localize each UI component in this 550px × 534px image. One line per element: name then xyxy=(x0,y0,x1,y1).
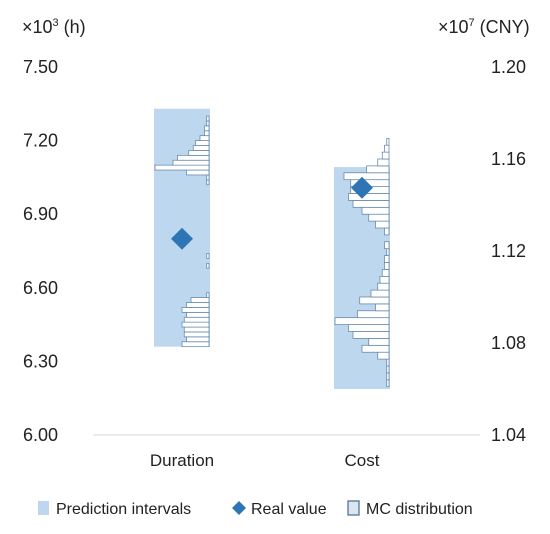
mc-histogram-bar xyxy=(377,282,390,291)
mc-histogram-bar xyxy=(381,151,390,160)
mc-histogram-bar xyxy=(352,200,390,208)
mc-histogram-bar xyxy=(199,135,210,141)
legend-label: Prediction intervals xyxy=(56,501,191,518)
right-axis-ticks: 1.04 1.08 1.12 1.16 1.20 xyxy=(491,57,526,445)
right-tick-label: 1.16 xyxy=(491,149,526,169)
left-tick-label: 6.60 xyxy=(23,278,58,298)
legend-swatch-interval xyxy=(38,501,49,515)
mc-histogram-bar xyxy=(206,292,210,298)
category-labels: Duration Cost xyxy=(150,451,380,470)
right-tick-label: 1.20 xyxy=(491,57,526,77)
legend-label: MC distribution xyxy=(366,501,473,518)
mc-histogram-bar xyxy=(172,159,210,166)
left-tick-label: 7.50 xyxy=(23,57,58,77)
mc-histogram-bar xyxy=(361,206,390,215)
mc-histogram-bar xyxy=(386,379,390,388)
mc-histogram-bar xyxy=(204,125,210,132)
mc-histogram-bar xyxy=(181,321,210,328)
mc-histogram-bar xyxy=(384,262,390,270)
series-cost xyxy=(334,137,390,389)
mc-histogram-bar xyxy=(183,331,210,338)
legend-swatch-diamond xyxy=(232,501,246,515)
mc-histogram-bar xyxy=(192,145,210,151)
mc-histogram-bar xyxy=(206,120,210,127)
left-tick-label: 7.20 xyxy=(23,131,58,151)
right-tick-label: 1.12 xyxy=(491,241,526,261)
mc-histogram-bar xyxy=(384,227,390,236)
mc-histogram-bar xyxy=(206,262,210,269)
mc-histogram-bar xyxy=(186,302,210,308)
left-tick-label: 6.00 xyxy=(23,425,58,445)
mc-histogram xyxy=(154,115,210,348)
mc-histogram-bar xyxy=(206,253,210,259)
mc-histogram-bar xyxy=(154,164,210,171)
mc-histogram-bar xyxy=(377,351,390,360)
mc-histogram-bar xyxy=(195,140,210,146)
mc-histogram-bar xyxy=(368,338,390,346)
category-label: Duration xyxy=(150,451,214,470)
real-value-marker xyxy=(351,176,373,199)
mc-histogram-bar xyxy=(206,179,210,186)
mc-histogram-bar xyxy=(379,275,390,284)
mc-histogram-bar xyxy=(386,372,390,381)
series-layer xyxy=(154,108,390,389)
mc-histogram-bar xyxy=(384,144,390,153)
legend-item: MC distribution xyxy=(347,500,473,518)
mc-histogram-bar xyxy=(206,174,210,181)
mc-histogram-bar xyxy=(384,255,390,263)
mc-histogram-bar xyxy=(368,213,390,222)
mc-histogram-bar xyxy=(343,172,390,181)
mc-histogram-bar xyxy=(177,154,210,161)
mc-histogram-bar xyxy=(204,130,210,137)
mc-histogram-bar xyxy=(386,358,390,367)
mc-histogram-bar xyxy=(359,296,390,305)
mc-histogram-bar xyxy=(181,307,210,313)
legend-swatch-mc xyxy=(347,500,360,516)
mc-histogram-bar xyxy=(334,317,390,325)
mc-histogram-bar xyxy=(206,115,210,122)
series-duration xyxy=(154,108,210,348)
real-value-marker xyxy=(171,227,193,250)
legend-label: Real value xyxy=(251,501,327,518)
mc-histogram-bar xyxy=(348,193,390,201)
mc-histogram-bar xyxy=(366,165,390,174)
mc-histogram-bar xyxy=(188,150,210,156)
mc-histogram-bar xyxy=(183,316,210,323)
mc-histogram-bar xyxy=(183,326,210,333)
category-label: Cost xyxy=(345,451,380,470)
right-axis-unit-label: ×107 (CNY) xyxy=(438,17,530,37)
mc-histogram-bar xyxy=(186,169,210,176)
mc-histogram-bar xyxy=(348,324,390,332)
mc-histogram-bar xyxy=(384,241,390,250)
mc-histogram-bar xyxy=(181,341,210,348)
mc-histogram-bar xyxy=(361,344,390,353)
mc-histogram-bar xyxy=(370,289,390,298)
mc-histogram-bar xyxy=(357,310,390,319)
mc-histogram-bar xyxy=(375,220,390,229)
mc-histogram-bar xyxy=(377,158,390,167)
mc-histogram-bar xyxy=(386,137,390,146)
mc-histogram-bar xyxy=(381,269,390,277)
mc-histogram xyxy=(334,137,390,388)
legend-item: Real value xyxy=(232,501,327,518)
mc-histogram-bar xyxy=(386,248,390,256)
left-axis-unit-label: ×103 (h) xyxy=(22,17,86,37)
mc-histogram-bar xyxy=(352,331,390,339)
mc-histogram-bar xyxy=(386,365,390,374)
mc-histogram-bar xyxy=(190,297,210,303)
right-tick-label: 1.04 xyxy=(491,425,526,445)
legend-item: Prediction intervals xyxy=(38,501,191,518)
mc-histogram-bar xyxy=(186,336,210,343)
legend: Prediction intervals Real value MC distrib… xyxy=(38,500,473,518)
left-tick-label: 6.90 xyxy=(23,204,58,224)
mc-histogram-bar xyxy=(375,303,390,312)
right-tick-label: 1.08 xyxy=(491,333,526,353)
left-axis-ticks: 6.00 6.30 6.60 6.90 7.20 7.50 xyxy=(23,57,58,445)
left-tick-label: 6.30 xyxy=(23,351,58,371)
mc-histogram-bar xyxy=(186,311,210,318)
